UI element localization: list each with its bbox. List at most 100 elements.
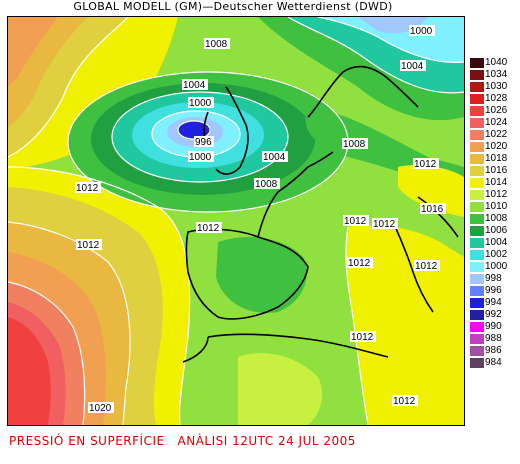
field-east-1012 [345,225,464,425]
legend-label: 996 [485,285,502,296]
legend-row: 1008 [470,213,520,224]
map-title: GLOBAL MODELL (GM)—Deutscher Wetterdiens… [73,0,393,13]
legend-swatch [470,142,484,152]
legend-label: 1012 [485,189,508,200]
legend-row: 1000 [470,261,520,272]
legend-row: 1022 [470,129,520,140]
isobar-label-bg [188,97,214,108]
legend-swatch [470,274,484,284]
legend-label: 1024 [485,117,508,128]
legend-row: 998 [470,273,520,284]
field-balkan-1012 [398,165,464,217]
legend-label: 1004 [485,237,508,248]
legend-label: 988 [485,333,502,344]
isobar-label: 1020 [89,403,112,414]
legend-swatch [470,310,484,320]
legend-row: 1026 [470,105,520,116]
legend-row: 1020 [470,141,520,152]
isobar-label: 996 [195,137,212,148]
isobar-label-bg [392,395,418,406]
legend-label: 990 [485,321,502,332]
legend-swatch [470,154,484,164]
coastlines [182,65,459,363]
field-low-994 [178,121,210,139]
isobar-label: 1012 [344,216,367,227]
isobar-label: 1012 [373,219,396,230]
legend-swatch [470,58,484,68]
legend-swatch [470,298,484,308]
map-caption: PRESSIÓ EN SUPERFÍCIE ANÀLISI 12UTC 24 J… [9,434,356,448]
legend-row: 1016 [470,165,520,176]
isobar-labels: 1008 1004 1000 996 1000 1004 1000 1004 1008 1008 1… [75,25,446,414]
isobar-label: 1000 [189,152,212,163]
isobar-label: 1012 [393,396,416,407]
legend-label: 984 [485,357,502,368]
isobar-label-bg [76,239,102,250]
legend-label: 1030 [485,81,508,92]
legend-swatch [470,286,484,296]
legend-label: 1040 [485,57,508,68]
isobar-label-bg [254,178,280,189]
legend-row: 988 [470,333,520,344]
legend-label: 1020 [485,141,508,152]
isobar-label: 1008 [205,39,228,50]
legend-label: 1034 [485,69,508,80]
isobar-lines [8,17,464,425]
legend-label: 992 [485,309,502,320]
legend-swatch [470,178,484,188]
legend-label: 1000 [485,261,508,272]
legend-label: 1006 [485,225,508,236]
legend-swatch [470,322,484,332]
isobar-label-bg [75,182,101,193]
isobar-label-bg [194,136,214,147]
field-nw-1020 [8,17,58,87]
legend-swatch [470,214,484,224]
legend-swatch [470,346,484,356]
legend-label: 1022 [485,129,508,140]
legend-label: 1026 [485,105,508,116]
legend-row: 1014 [470,177,520,188]
field-1026 [8,317,51,425]
legend-label: 1014 [485,177,508,188]
legend-label: 998 [485,273,502,284]
isobar-label-bg [262,151,288,162]
legend-swatch [470,202,484,212]
isobar-label: 1012 [348,258,371,269]
isobar-label-bg [188,151,214,162]
field-nw-1014 [8,17,178,169]
isobar-label-bg [414,260,440,271]
legend-row: 1012 [470,189,520,200]
legend-row: 1006 [470,225,520,236]
field-south-1012 [238,353,323,425]
pressure-field-svg: 1008 1004 1000 996 1000 1004 1000 1004 1008 1008 1… [8,17,464,425]
legend-row: 1010 [470,201,520,212]
legend-row: 990 [470,321,520,332]
isobar-label: 1012 [77,240,100,251]
legend-label: 994 [485,297,502,308]
legend-swatch [470,250,484,260]
isobar-label: 1012 [414,159,437,170]
legend-swatch [470,226,484,236]
legend-row: 992 [470,309,520,320]
legend-row: 1040 [470,57,520,68]
legend-row: 1004 [470,237,520,248]
legend-row: 996 [470,285,520,296]
legend-swatch [470,238,484,248]
legend-swatch [470,190,484,200]
legend-swatch [470,106,484,116]
legend-row: 1024 [470,117,520,128]
isobar-label-bg [372,218,398,229]
legend-row: 1028 [470,93,520,104]
isobar-label-bg [420,203,446,214]
isobar-label-bg [182,79,208,90]
legend-swatch [470,130,484,140]
isobar-label: 1008 [343,139,366,150]
legend-swatch [470,94,484,104]
legend-swatch [470,166,484,176]
isobar-label: 1000 [410,26,433,37]
isobar-label: 1008 [255,179,278,190]
legend-label: 1018 [485,153,508,164]
legend-swatch [470,82,484,92]
legend-label: 1016 [485,165,508,176]
legend-row: 1034 [470,69,520,80]
